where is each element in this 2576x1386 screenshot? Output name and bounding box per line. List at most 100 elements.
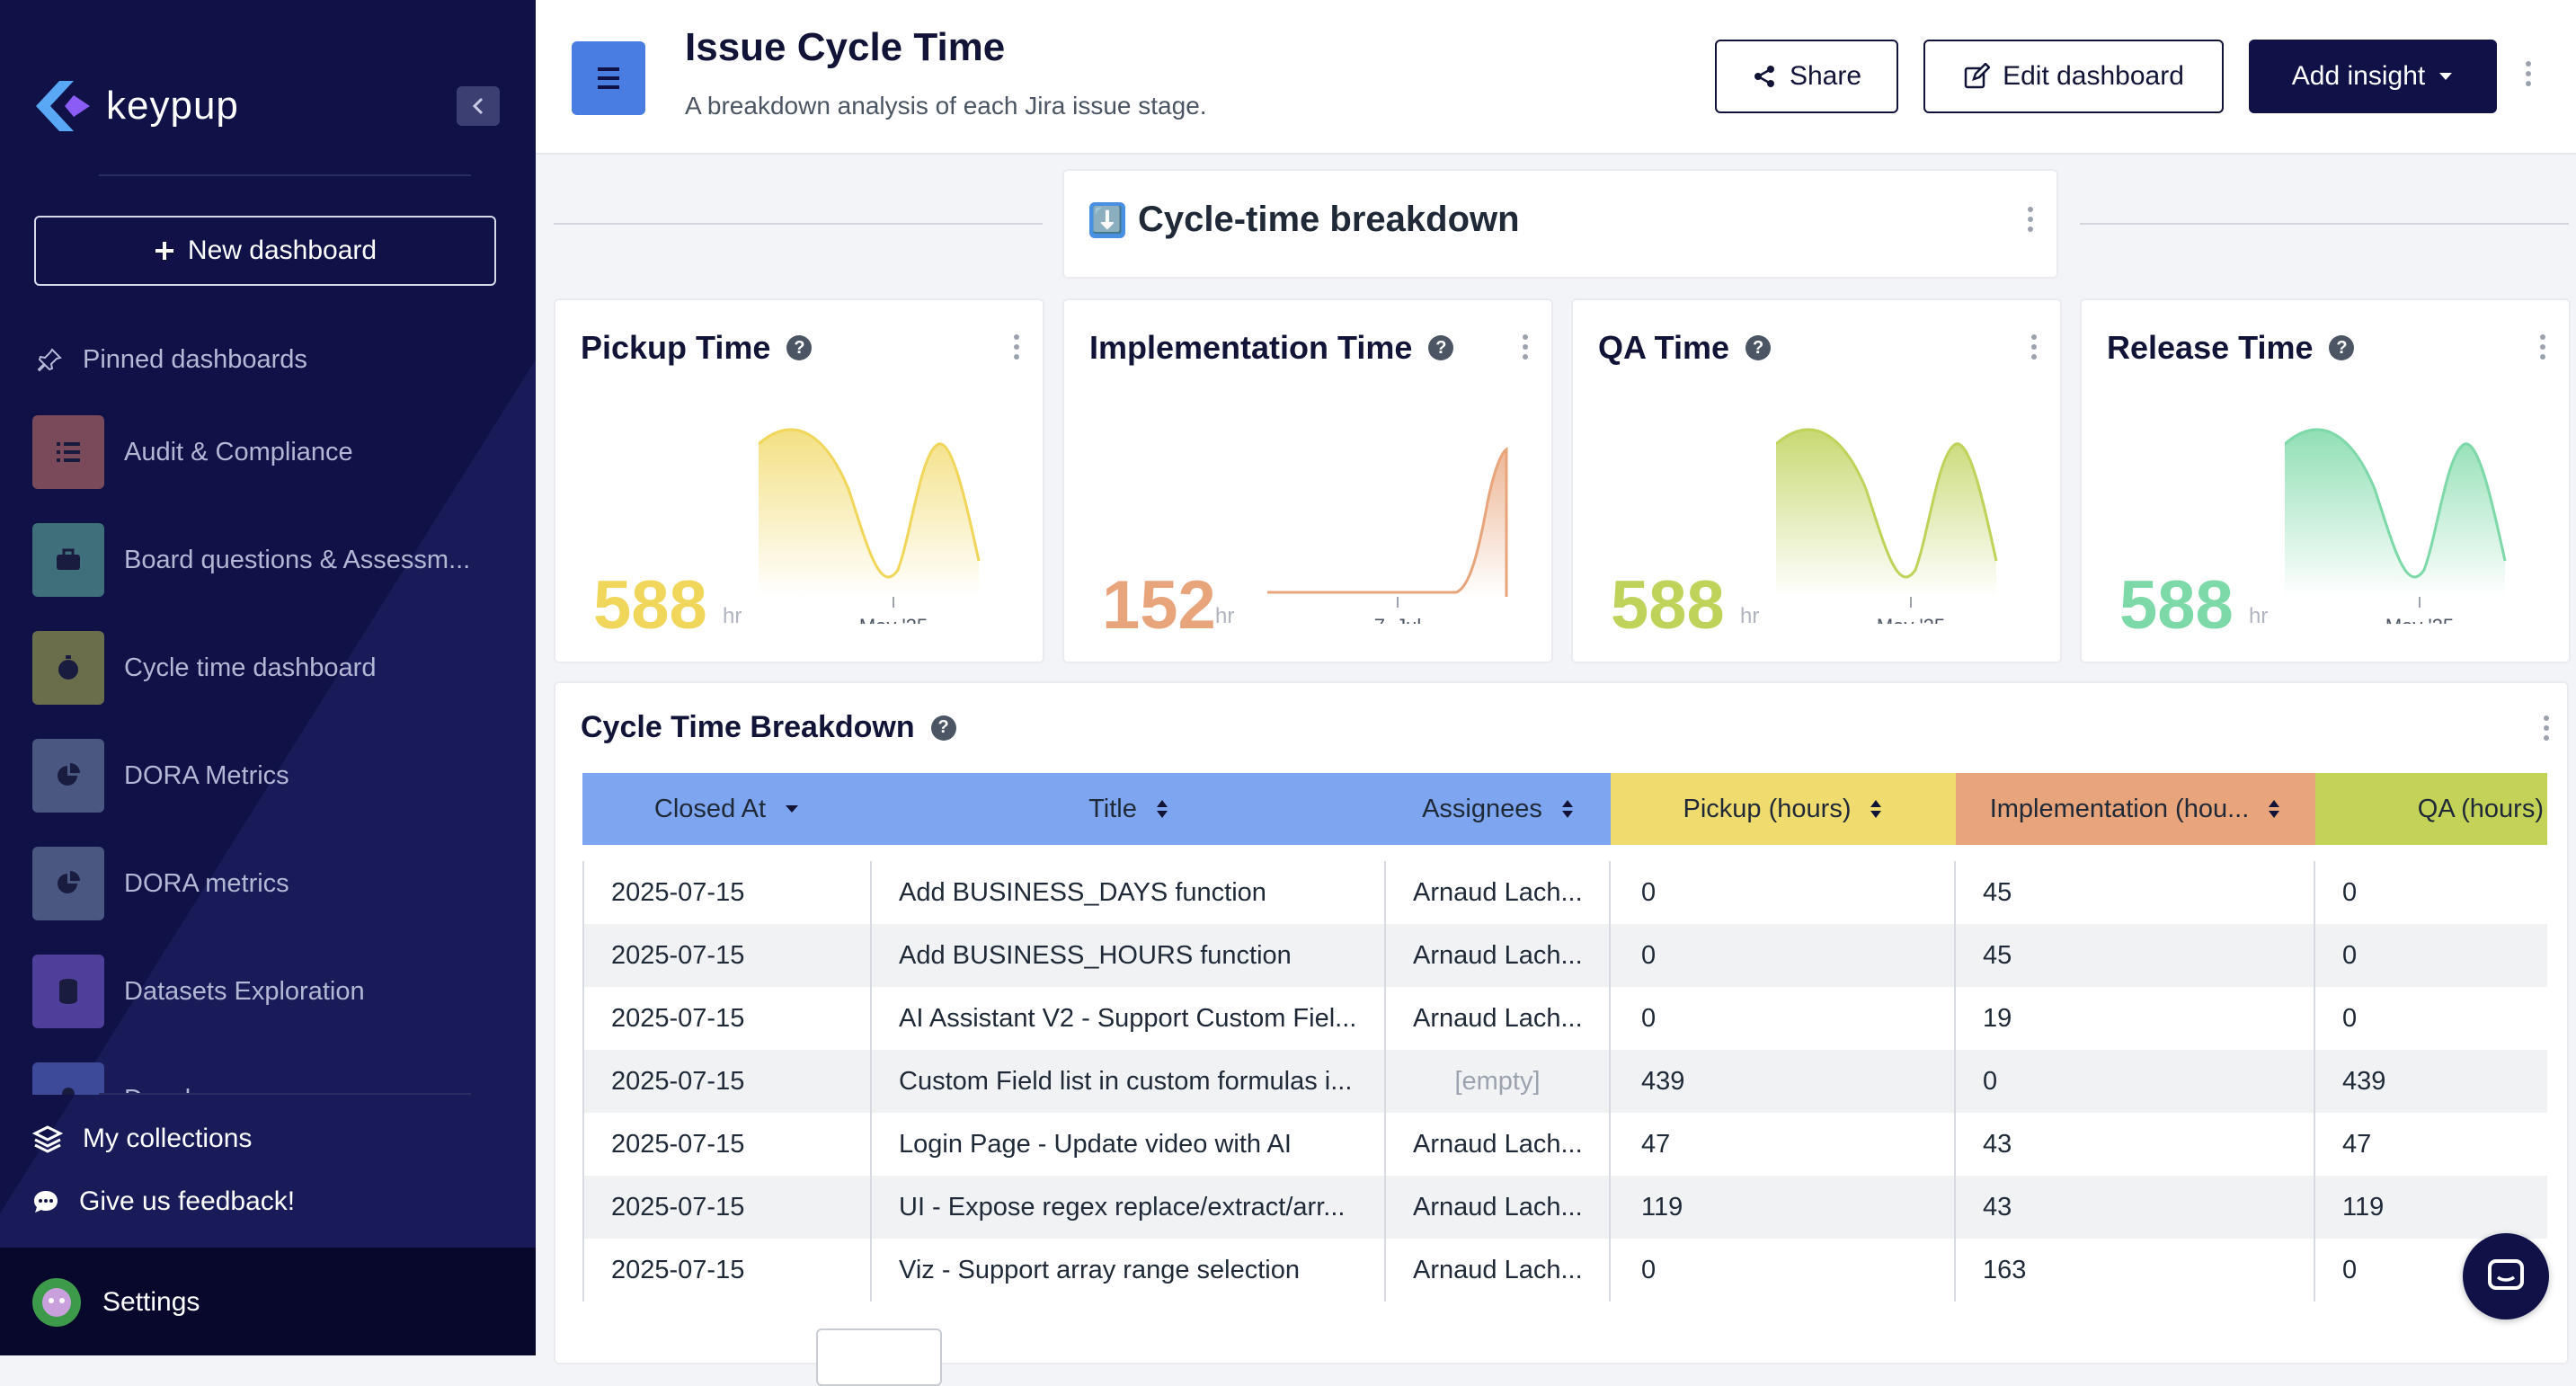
cell-implementation-hours: 45 <box>1956 924 2315 987</box>
kpi-card-qa-time[interactable]: QA Time? May '25 588 hr <box>1571 298 2062 663</box>
sidebar-item-board-questions[interactable]: Board questions & Assessm... <box>32 523 518 597</box>
dashboard-menu-icon[interactable] <box>572 41 645 115</box>
page-size-select[interactable] <box>816 1328 942 1386</box>
sidebar-background-pattern <box>0 360 536 1355</box>
kpi-options-icon[interactable] <box>1523 334 1528 360</box>
kpi-axis-label: May '25 <box>859 615 928 624</box>
kpi-title-text: Release Time <box>2107 329 2314 366</box>
column-header-assignees[interactable]: Assignees <box>1386 773 1611 845</box>
sidebar-item-devel[interactable]: Devel... <box>32 1062 518 1095</box>
cell-pickup-hours: 0 <box>1611 987 1956 1050</box>
column-header-implementation-hours[interactable]: Implementation (hou... <box>1956 773 2315 845</box>
cell-title: Viz - Support array range selection <box>872 1239 1386 1302</box>
column-header-qa-hours[interactable]: QA (hours) <box>2315 773 2547 845</box>
sidebar-item-dora-metrics[interactable]: DORA Metrics <box>32 739 518 813</box>
sidebar-item-label: Cycle time dashboard <box>124 653 377 682</box>
help-icon[interactable]: ? <box>1745 335 1772 360</box>
give-feedback-link[interactable]: Give us feedback! <box>32 1186 295 1217</box>
kpi-axis-label: May '25 <box>2385 615 2454 624</box>
pinned-dashboards-heading: Pinned dashboards <box>36 345 307 375</box>
settings-label: Settings <box>102 1287 200 1317</box>
table-options-icon[interactable] <box>2544 715 2549 741</box>
share-button[interactable]: Share <box>1715 40 1898 113</box>
cell-closed-at: 2025-07-15 <box>584 1050 872 1113</box>
pie-chart-icon <box>32 847 104 920</box>
table-row[interactable]: 2025-07-15 Login Page - Update video wit… <box>584 1113 2547 1176</box>
kpi-options-icon[interactable] <box>2031 334 2037 360</box>
column-header-pickup-hours[interactable]: Pickup (hours) <box>1611 773 1956 845</box>
cell-pickup-hours: 119 <box>1611 1176 1956 1239</box>
cell-pickup-hours: 47 <box>1611 1113 1956 1176</box>
more-options-icon[interactable] <box>2526 61 2531 86</box>
section-options-icon[interactable] <box>2028 207 2033 232</box>
edit-dashboard-button[interactable]: Edit dashboard <box>1923 40 2224 113</box>
new-dashboard-button[interactable]: New dashboard <box>34 216 496 286</box>
sort-icon <box>1561 800 1573 818</box>
sidebar: keypup New dashboard Pinned dashboards A… <box>0 0 536 1355</box>
settings-link[interactable]: Settings <box>32 1278 200 1327</box>
collapse-sidebar-button[interactable] <box>457 86 500 126</box>
checklist-icon <box>32 415 104 489</box>
section-divider-left <box>554 223 1043 225</box>
kpi-value: 588 <box>593 567 707 644</box>
column-header-title[interactable]: Title <box>872 773 1386 845</box>
kpi-unit: hr <box>723 604 742 628</box>
add-insight-button[interactable]: Add insight <box>2249 40 2497 113</box>
sidebar-item-datasets-exploration[interactable]: Datasets Exploration <box>32 955 518 1028</box>
edit-icon <box>1964 63 1991 89</box>
kpi-options-icon[interactable] <box>2540 334 2545 360</box>
section-divider-right <box>2080 223 2569 225</box>
help-icon[interactable]: ? <box>2329 335 2355 360</box>
kpi-card-implementation-time[interactable]: Implementation Time? 7. Jul 152 hr <box>1062 298 1553 663</box>
logo-icon <box>36 81 90 131</box>
help-icon[interactable]: ? <box>930 715 956 741</box>
sidebar-divider <box>99 1093 471 1095</box>
pin-icon <box>37 347 62 371</box>
cell-assignees: Arnaud Lach... <box>1386 1239 1611 1302</box>
my-collections-link[interactable]: My collections <box>32 1124 252 1154</box>
kpi-card-release-time[interactable]: Release Time? May '25 588 hr <box>2080 298 2571 663</box>
cell-qa-hours: 0 <box>2342 1003 2358 1033</box>
cell-qa-hours: 439 <box>2342 1066 2386 1096</box>
cell-implementation-hours: 19 <box>1956 987 2315 1050</box>
pie-chart-icon <box>32 739 104 813</box>
table-row[interactable]: 2025-07-15 Viz - Support array range sel… <box>584 1239 2547 1302</box>
column-header-closed-at[interactable]: Closed At <box>582 773 872 845</box>
cell-pickup-hours: 0 <box>1611 1239 1956 1302</box>
table-title: Cycle Time Breakdown? <box>581 710 956 745</box>
sidebar-item-dora-metrics-2[interactable]: DORA metrics <box>32 847 518 920</box>
table-row[interactable]: 2025-07-15 UI - Expose regex replace/ext… <box>584 1176 2547 1239</box>
cell-title: Add BUSINESS_DAYS function <box>872 861 1386 924</box>
pickup-time-sparkline: May '25 <box>759 428 981 624</box>
cell-closed-at: 2025-07-15 <box>584 1239 872 1302</box>
sort-icon <box>2269 800 2280 818</box>
kpi-card-pickup-time[interactable]: Pickup Time? May '25 588 hr <box>554 298 1044 663</box>
sidebar-item-cycle-time-dashboard[interactable]: Cycle time dashboard <box>32 631 518 705</box>
chat-support-button[interactable] <box>2463 1233 2549 1319</box>
cell-assignees: Arnaud Lach... <box>1386 987 1611 1050</box>
cell-implementation-hours: 163 <box>1956 1239 2315 1302</box>
kpi-options-icon[interactable] <box>1014 334 1019 360</box>
page-header <box>536 0 2576 155</box>
kpi-value: 588 <box>1611 567 1725 644</box>
keypup-logo[interactable]: keypup <box>32 77 239 135</box>
column-header-label: QA (hours) <box>2417 794 2544 823</box>
table-row[interactable]: 2025-07-15 Custom Field list in custom f… <box>584 1050 2547 1113</box>
table-row[interactable]: 2025-07-15 AI Assistant V2 - Support Cus… <box>584 987 2547 1050</box>
kpi-value: 152 <box>1102 567 1216 644</box>
table-row[interactable]: 2025-07-15 Add BUSINESS_HOURS function A… <box>584 924 2547 987</box>
down-arrow-emoji-icon: ⬇️ <box>1089 201 1125 238</box>
sidebar-item-audit-compliance[interactable]: Audit & Compliance <box>32 415 518 489</box>
table-row[interactable]: 2025-07-15 Add BUSINESS_DAYS function Ar… <box>584 861 2547 924</box>
column-header-label: Closed At <box>653 794 767 823</box>
help-icon[interactable]: ? <box>786 335 813 360</box>
cell-qa-hours: 119 <box>2342 1192 2385 1222</box>
settings-bar <box>0 1248 536 1355</box>
layers-icon <box>32 1125 63 1153</box>
database-icon <box>32 955 104 1028</box>
help-icon[interactable]: ? <box>1428 335 1454 360</box>
cell-title: Login Page - Update video with AI <box>872 1113 1386 1176</box>
column-header-label: Title <box>1088 794 1137 823</box>
page-subtitle: A breakdown analysis of each Jira issue … <box>685 92 1207 120</box>
share-icon <box>1754 66 1774 87</box>
